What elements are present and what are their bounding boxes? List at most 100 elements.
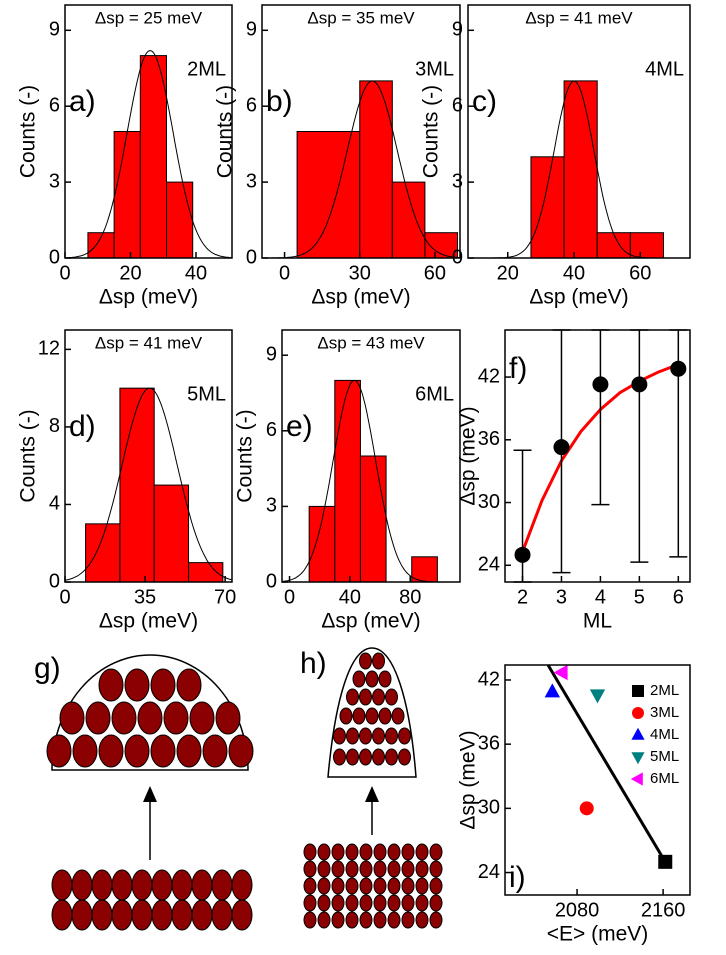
legend-label: 5ML bbox=[650, 748, 679, 765]
y-tick-label: 0 bbox=[49, 570, 60, 592]
particle bbox=[365, 670, 379, 688]
y-tick-label: 3 bbox=[452, 170, 463, 192]
panel-label: b) bbox=[266, 85, 293, 118]
particle bbox=[429, 911, 443, 929]
particle bbox=[317, 860, 331, 878]
particle bbox=[429, 843, 443, 861]
annotation: Δsp = 41 meV bbox=[525, 8, 633, 27]
particle bbox=[359, 727, 372, 745]
particle bbox=[387, 894, 401, 912]
x-axis-label: Δsp (meV) bbox=[321, 610, 420, 633]
x-tick-label: 2160 bbox=[641, 899, 686, 921]
particle bbox=[171, 899, 193, 931]
x-tick-label: 40 bbox=[339, 586, 361, 608]
y-tick-label: 8 bbox=[49, 415, 60, 437]
plot-frame bbox=[467, 4, 691, 259]
particle bbox=[387, 911, 401, 929]
particle bbox=[317, 911, 331, 929]
particle bbox=[191, 869, 213, 901]
y-tick-label: 36 bbox=[478, 732, 500, 754]
particle bbox=[171, 869, 193, 901]
y-tick-label: 42 bbox=[478, 668, 500, 690]
particle bbox=[345, 843, 359, 861]
legend-label: 6ML bbox=[650, 770, 679, 787]
particle bbox=[85, 701, 111, 735]
particle bbox=[331, 860, 345, 878]
particle bbox=[372, 727, 385, 745]
particle bbox=[215, 701, 241, 735]
particle bbox=[378, 707, 392, 725]
panel-label: c) bbox=[472, 85, 497, 118]
particle bbox=[345, 877, 359, 895]
panel-label: d) bbox=[69, 410, 96, 443]
particle bbox=[373, 877, 387, 895]
particle bbox=[401, 894, 415, 912]
y-axis-label: Counts (-) bbox=[17, 85, 40, 178]
bar bbox=[359, 455, 387, 583]
particle bbox=[359, 688, 372, 706]
dome-h bbox=[327, 647, 417, 778]
particle bbox=[415, 860, 429, 878]
particle bbox=[331, 894, 345, 912]
y-tick-label: 24 bbox=[478, 554, 500, 576]
y-axis-label: Counts (-) bbox=[234, 409, 257, 502]
particle bbox=[401, 877, 415, 895]
particle bbox=[415, 894, 429, 912]
x-tick-label: 6 bbox=[673, 586, 684, 608]
particle bbox=[303, 843, 317, 861]
x-tick-label: 30 bbox=[349, 262, 371, 284]
particle bbox=[359, 860, 373, 878]
plot-frame bbox=[64, 4, 233, 259]
particle bbox=[359, 911, 373, 929]
particle bbox=[398, 748, 411, 766]
x-axis-label: Δsp (meV) bbox=[99, 610, 198, 633]
bar bbox=[411, 556, 438, 583]
diagram-g: g) bbox=[34, 652, 254, 931]
particle bbox=[378, 670, 392, 688]
bar bbox=[308, 505, 336, 583]
particle bbox=[365, 707, 379, 725]
particle bbox=[303, 877, 317, 895]
y-tick-label: 6 bbox=[49, 94, 60, 116]
particles-g bbox=[46, 668, 254, 931]
bar bbox=[391, 181, 426, 259]
legend-marker bbox=[631, 727, 645, 740]
particle bbox=[346, 748, 359, 766]
particle bbox=[359, 877, 373, 895]
point bbox=[670, 360, 687, 377]
x-tick-label: 0 bbox=[59, 586, 70, 608]
point bbox=[553, 439, 570, 456]
particle bbox=[387, 877, 401, 895]
y-tick-label: 3 bbox=[266, 495, 277, 517]
annotation: Δsp = 35 meV bbox=[307, 8, 415, 27]
particle bbox=[317, 894, 331, 912]
y-tick-label: 6 bbox=[266, 419, 277, 441]
particle bbox=[137, 701, 163, 735]
particle bbox=[228, 734, 254, 768]
plot-frame bbox=[261, 4, 461, 259]
x-tick-label: 40 bbox=[563, 262, 585, 284]
particle bbox=[415, 843, 429, 861]
x-tick-label: 70 bbox=[214, 586, 236, 608]
x-tick-label: 2 bbox=[517, 586, 528, 608]
particle bbox=[71, 869, 93, 901]
x-tick-label: 2080 bbox=[555, 899, 600, 921]
plot-frame bbox=[281, 329, 461, 583]
x-tick-label: 3 bbox=[556, 586, 567, 608]
particle bbox=[51, 899, 73, 931]
particle bbox=[211, 869, 233, 901]
panel-label: a) bbox=[69, 85, 96, 118]
fit-curve bbox=[64, 387, 233, 581]
particle bbox=[151, 869, 173, 901]
panel-label: i) bbox=[509, 861, 526, 894]
arrow-head-g bbox=[143, 786, 157, 802]
particle bbox=[111, 899, 133, 931]
particle bbox=[176, 734, 202, 768]
y-tick-label: 30 bbox=[478, 797, 500, 819]
legend-marker bbox=[632, 685, 644, 697]
plot-frame bbox=[64, 329, 233, 583]
marker bbox=[658, 854, 673, 869]
particle bbox=[91, 899, 113, 931]
particle bbox=[373, 911, 387, 929]
annotation: Δsp = 41 meV bbox=[95, 333, 203, 352]
